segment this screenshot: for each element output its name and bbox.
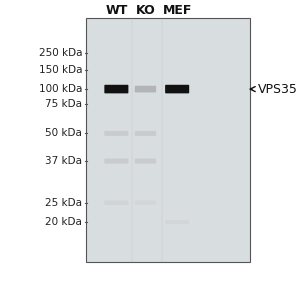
FancyBboxPatch shape bbox=[165, 220, 189, 224]
Text: MEF: MEF bbox=[163, 4, 192, 17]
Text: VPS35: VPS35 bbox=[250, 83, 298, 96]
FancyBboxPatch shape bbox=[135, 131, 156, 136]
Text: 25 kDa: 25 kDa bbox=[45, 198, 82, 208]
FancyBboxPatch shape bbox=[104, 131, 128, 136]
FancyBboxPatch shape bbox=[135, 86, 156, 93]
FancyBboxPatch shape bbox=[104, 200, 128, 205]
Text: 250 kDa: 250 kDa bbox=[38, 48, 82, 58]
Text: 20 kDa: 20 kDa bbox=[45, 217, 82, 227]
FancyBboxPatch shape bbox=[135, 200, 156, 205]
FancyBboxPatch shape bbox=[135, 158, 156, 164]
FancyBboxPatch shape bbox=[104, 158, 128, 164]
FancyBboxPatch shape bbox=[86, 18, 250, 262]
Text: 50 kDa: 50 kDa bbox=[45, 128, 82, 138]
Text: KO: KO bbox=[136, 4, 155, 17]
Text: 150 kDa: 150 kDa bbox=[38, 65, 82, 75]
Text: 100 kDa: 100 kDa bbox=[39, 84, 82, 94]
Text: 75 kDa: 75 kDa bbox=[45, 99, 82, 109]
FancyBboxPatch shape bbox=[165, 85, 189, 93]
FancyBboxPatch shape bbox=[104, 85, 128, 93]
Text: 37 kDa: 37 kDa bbox=[45, 156, 82, 166]
Text: WT: WT bbox=[105, 4, 128, 17]
